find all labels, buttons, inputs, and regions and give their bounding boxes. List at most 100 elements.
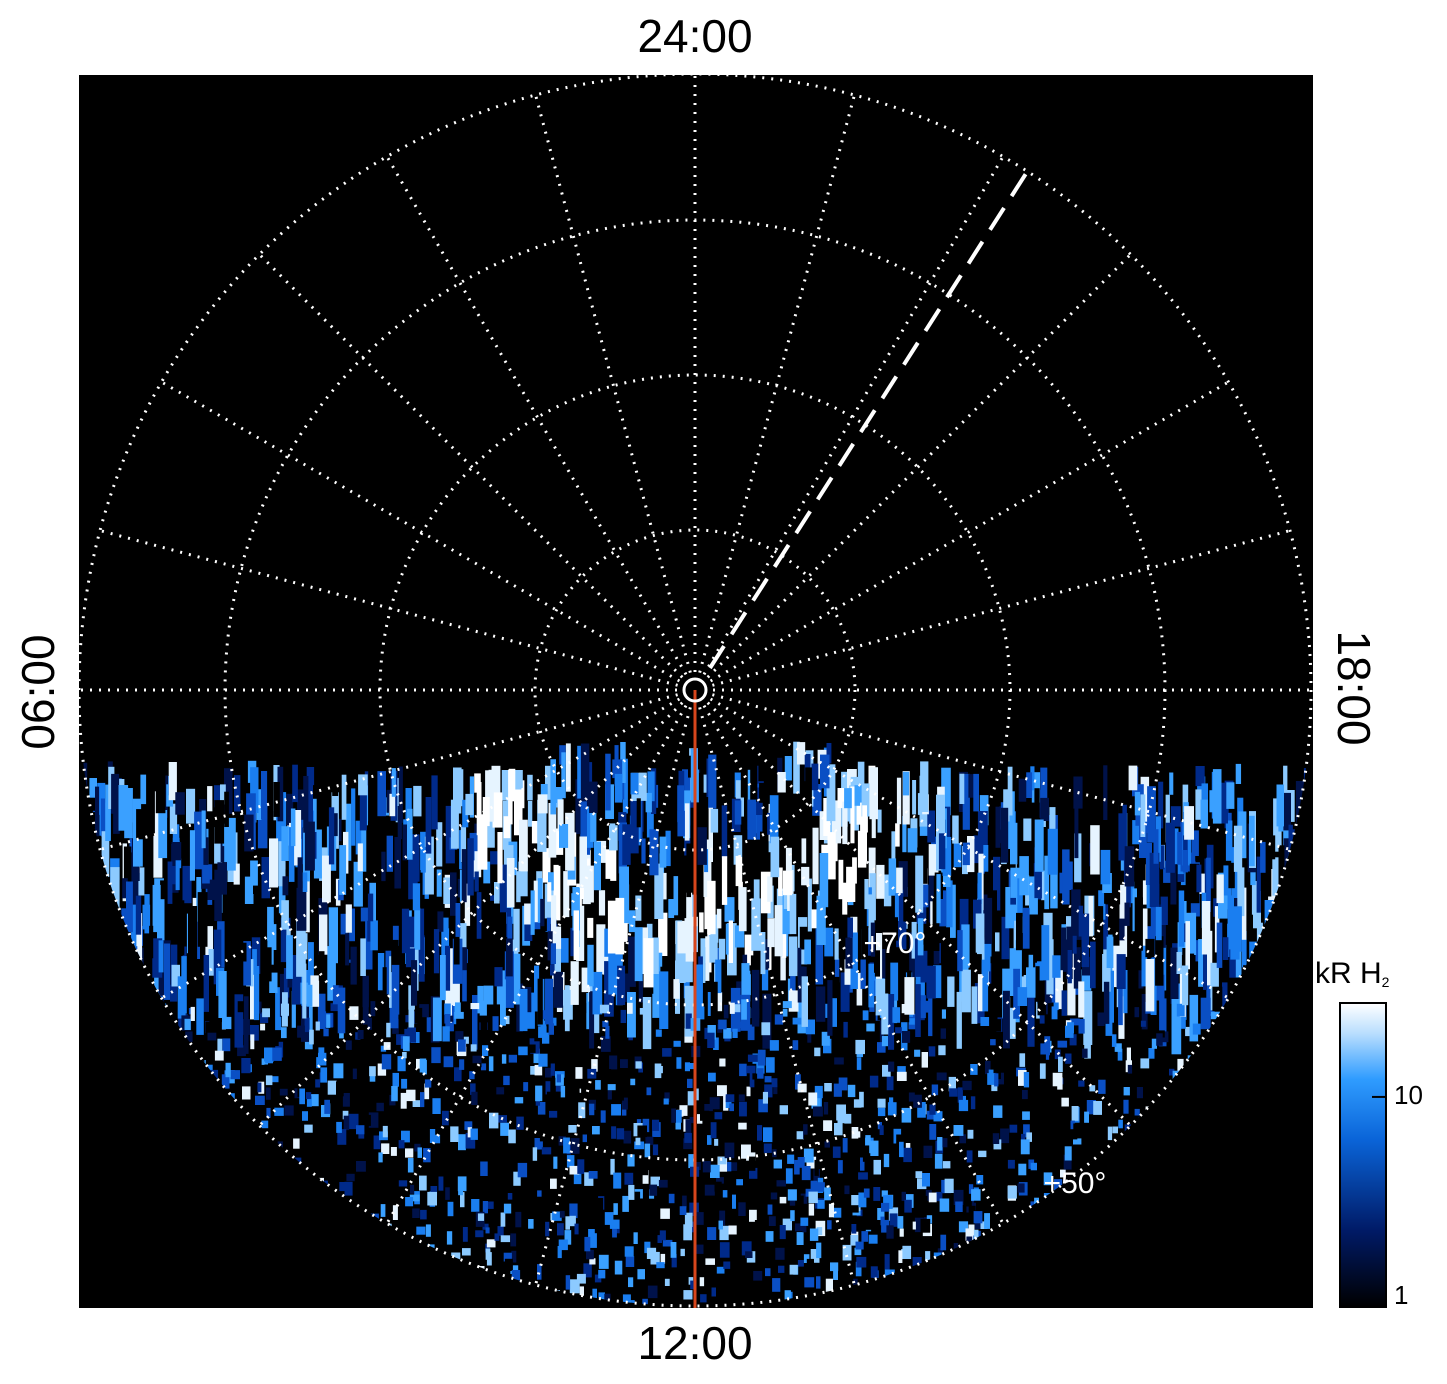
emission-pixel — [425, 797, 432, 854]
emission-pixel — [1145, 959, 1155, 1012]
emission-pixel — [795, 1223, 804, 1232]
emission-pixel — [280, 917, 291, 963]
emission-pixel — [750, 763, 758, 802]
emission-pixel — [296, 887, 307, 931]
emission-pixel — [328, 807, 335, 865]
meridian — [385, 155, 688, 676]
emission-pixel — [528, 1044, 536, 1053]
emission-pixel — [833, 1269, 838, 1280]
emission-pixel — [586, 1133, 594, 1143]
emission-pixel — [978, 1150, 987, 1158]
emission-pixel — [657, 1235, 662, 1243]
emission-pixel — [306, 984, 313, 1007]
emission-pixel — [1043, 1172, 1053, 1186]
emission-pixel — [861, 1231, 869, 1242]
emission-pixel — [967, 836, 975, 873]
emission-pixel — [1185, 1026, 1191, 1037]
latitude-label: +50° — [1044, 1167, 1107, 1200]
emission-pixel — [718, 1220, 723, 1230]
emission-pixel — [937, 1137, 943, 1151]
emission-pixel — [1234, 942, 1242, 978]
emission-pixel — [470, 1003, 480, 1010]
emission-pixel — [671, 1254, 677, 1268]
emission-pixel — [424, 1083, 430, 1100]
emission-pixel — [1003, 789, 1010, 822]
emission-pixel — [511, 1270, 521, 1286]
emission-pixel — [443, 877, 451, 904]
emission-pixel — [412, 1208, 420, 1218]
emission-pixel — [340, 913, 348, 935]
emission-pixel — [855, 1261, 862, 1277]
emission-pixel — [580, 1003, 587, 1014]
emission-pixel — [624, 1246, 634, 1257]
emission-pixel — [500, 1235, 511, 1243]
emission-pixel — [1041, 925, 1050, 981]
emission-pixel — [1040, 1043, 1050, 1056]
emission-pixel — [604, 1212, 614, 1225]
emission-pixel — [993, 1139, 1002, 1150]
emission-pixel — [122, 878, 128, 899]
emission-pixel — [1099, 1307, 1104, 1319]
emission-pixel — [758, 1218, 767, 1231]
emission-pixel — [598, 1292, 605, 1299]
emission-pixel — [865, 1135, 871, 1146]
emission-pixel — [1078, 1080, 1085, 1087]
emission-pixel — [481, 1063, 487, 1071]
emission-pixel — [250, 860, 258, 886]
emission-pixel — [583, 1263, 592, 1278]
emission-pixel — [917, 1102, 926, 1118]
emission-pixel — [220, 834, 226, 863]
emission-pixel — [472, 1055, 482, 1064]
emission-pixel — [1145, 938, 1155, 958]
emission-pixel — [197, 892, 208, 947]
emission-pixel — [946, 995, 954, 1049]
emission-pixel — [370, 1001, 376, 1017]
emission-pixel — [684, 803, 690, 841]
emission-pixel — [779, 1225, 786, 1240]
emission-pixel — [242, 1086, 251, 1100]
emission-pixel — [1100, 849, 1111, 885]
emission-pixel — [584, 1236, 591, 1252]
emission-pixel — [501, 770, 512, 801]
emission-pixel — [217, 862, 227, 895]
emission-pixel — [1046, 939, 1054, 995]
emission-pixel — [844, 959, 855, 985]
emission-pixel — [762, 993, 772, 1049]
emission-pixel — [450, 1126, 459, 1142]
emission-pixel — [1005, 997, 1016, 1039]
emission-pixel — [578, 1102, 586, 1119]
emission-pixel — [700, 1294, 707, 1303]
emission-pixel — [475, 1230, 484, 1238]
emission-pixel — [1140, 1058, 1150, 1069]
emission-pixel — [727, 1161, 732, 1172]
emission-pixel — [500, 1212, 506, 1227]
emission-pixel — [455, 1031, 464, 1042]
emission-pixel — [1041, 870, 1047, 901]
emission-pixel — [278, 861, 286, 914]
emission-pixel — [1189, 994, 1199, 1042]
emission-pixel — [641, 838, 646, 864]
emission-pixel — [810, 1249, 820, 1263]
emission-pixel — [568, 1125, 577, 1133]
emission-pixel — [928, 1207, 934, 1217]
emission-pixel — [1073, 1138, 1082, 1145]
emission-pixel — [533, 1048, 540, 1064]
emission-pixel — [519, 988, 528, 1032]
emission-pixel — [513, 1171, 521, 1186]
emission-pixel — [579, 1079, 584, 1089]
emission-pixel — [1040, 797, 1049, 821]
emission-pixel — [1070, 1120, 1075, 1131]
emission-pixel — [888, 1061, 895, 1072]
emission-pixel — [900, 967, 905, 1014]
emission-pixel — [409, 1194, 420, 1202]
emission-pixel — [442, 1110, 449, 1126]
emission-pixel — [650, 1176, 660, 1187]
emission-pixel — [1026, 1132, 1032, 1142]
emission-pixel — [671, 1108, 676, 1123]
emission-pixel — [714, 1138, 719, 1146]
emission-pixel — [1148, 1048, 1155, 1059]
emission-pixel — [356, 1125, 365, 1135]
emission-pixel — [357, 1030, 364, 1039]
emission-pixel — [237, 1001, 247, 1013]
emission-pixel — [405, 788, 412, 825]
